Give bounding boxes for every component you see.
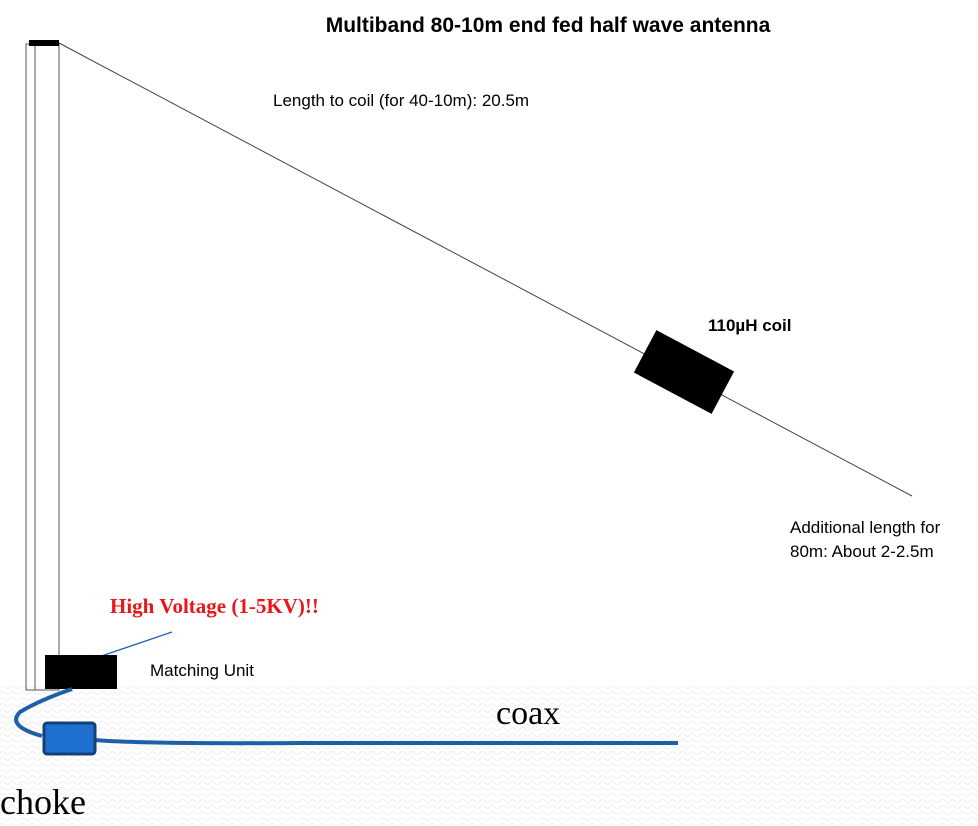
coil: [633, 330, 735, 414]
coil-label: 110µH coil: [708, 316, 792, 335]
choke-label: choke: [0, 782, 86, 822]
warning-label: High Voltage (1-5KV)!!: [110, 594, 319, 618]
mast-top: [29, 40, 59, 46]
additional-label: Additional length for: [790, 518, 941, 537]
mast: [25, 43, 36, 691]
length-label: Length to coil (for 40-10m): 20.5m: [273, 91, 529, 110]
matching-label: Matching Unit: [150, 661, 254, 680]
mast: [34, 43, 60, 691]
choke: [42, 721, 97, 756]
title: Multiband 80-10m end fed half wave anten…: [326, 14, 771, 37]
coax-label: coax: [496, 695, 560, 732]
matching-unit: [45, 655, 117, 689]
antenna-wire: [58, 42, 913, 497]
additional-label: 80m: About 2-2.5m: [790, 542, 934, 561]
coax-cable: [94, 738, 678, 746]
coax-cable: [14, 687, 73, 738]
background-texture: [0, 686, 978, 826]
